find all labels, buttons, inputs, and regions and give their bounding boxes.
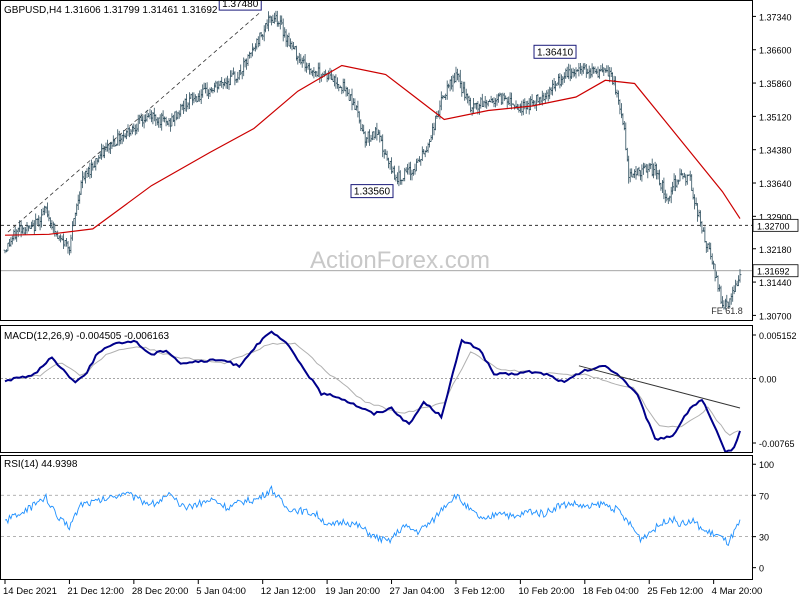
x-tick-label: 19 Jan 20:00 [325, 586, 380, 597]
macd-plot [1, 330, 752, 452]
rsi-y-tick-label: 0 [759, 564, 764, 574]
x-tick-label: 3 Feb 12:00 [454, 586, 505, 597]
rsi-y-tick-label: 100 [759, 460, 774, 470]
price-tag-label: 1.31692 [757, 267, 790, 277]
rsi-panel [0, 455, 753, 580]
x-tick-label: 5 Jan 04:00 [196, 586, 246, 597]
axes: 1.37340 1.36600 1.35860 1.35120 1.34380 1.336… [3, 12, 799, 597]
price-y-tick-label: 1.32900 [759, 212, 792, 222]
x-tick-label: 28 Dec 20:00 [132, 586, 189, 597]
x-tick-label: 10 Feb 20:00 [518, 586, 574, 597]
price-tag-box [752, 264, 799, 278]
macd-header: MACD(12,26,9) -0.004505 -0.006163 [4, 331, 170, 342]
price-y-tick-label: 1.30700 [759, 311, 792, 321]
price-annotation-box [218, 1, 262, 11]
x-tick-label: 12 Jan 12:00 [261, 586, 316, 597]
ohlc-bar [738, 269, 742, 283]
rsi-plot [1, 485, 752, 547]
macd-signal-line [4, 342, 739, 436]
price-y-tick-label: 1.33640 [759, 179, 792, 189]
price-annotation-label: 1.33560 [354, 187, 391, 198]
price-y-tick-label: 1.35120 [759, 112, 792, 122]
x-tick-label: 27 Jan 04:00 [390, 586, 445, 597]
price-header: GBPUSD,H4 1.31606 1.31799 1.31461 1.3169… [4, 5, 218, 16]
price-y-tick-label: 1.35860 [759, 79, 792, 89]
rsi-y-tick-label: 30 [759, 533, 769, 543]
x-tick-label: 4 Mar 20:00 [712, 586, 763, 597]
panel-frames [0, 0, 753, 580]
x-tick-label: 18 Feb 04:00 [583, 586, 639, 597]
macd-y-tick-label: 0.005152 [759, 331, 797, 341]
price-plot: 1.37480 1.33560 1.36410 FE 61.8 [1, 0, 752, 316]
price-y-tick-label: 1.31440 [759, 278, 792, 288]
price-annotation-label: 1.37480 [222, 0, 259, 10]
price-y-tick-label: 1.37340 [759, 12, 792, 22]
x-tick-label: 14 Dec 2021 [3, 586, 57, 597]
ohlc-bars [3, 10, 742, 310]
rsi-line [4, 485, 741, 547]
price-y-tick-label: 1.36600 [759, 46, 792, 56]
price-tag-label: 1.32700 [757, 221, 790, 231]
macd-trend-line [578, 365, 741, 409]
price-tag-box [752, 218, 799, 232]
moving-average-line [4, 64, 741, 236]
price-annotation-label: 1.36410 [537, 47, 574, 58]
rsi-header: RSI(14) 44.9398 [4, 459, 78, 470]
fib-extension-label: FE 61.8 [711, 306, 743, 316]
watermark: ActionForex.com [310, 247, 490, 274]
price-y-tick-label: 1.32180 [759, 245, 792, 255]
macd-line [4, 330, 741, 452]
x-tick-label: 25 Feb 12:00 [647, 586, 703, 597]
macd-y-tick-label: 0.00 [759, 374, 777, 384]
price-annotation-box [350, 184, 394, 199]
price-annotation-box [533, 44, 577, 59]
rsi-y-tick-label: 70 [759, 491, 769, 501]
x-tick-label: 21 Dec 12:00 [67, 586, 124, 597]
macd-y-tick-label: -0.00765 [759, 439, 795, 449]
macd-panel [0, 325, 753, 453]
price-y-tick-label: 1.34380 [759, 146, 792, 156]
